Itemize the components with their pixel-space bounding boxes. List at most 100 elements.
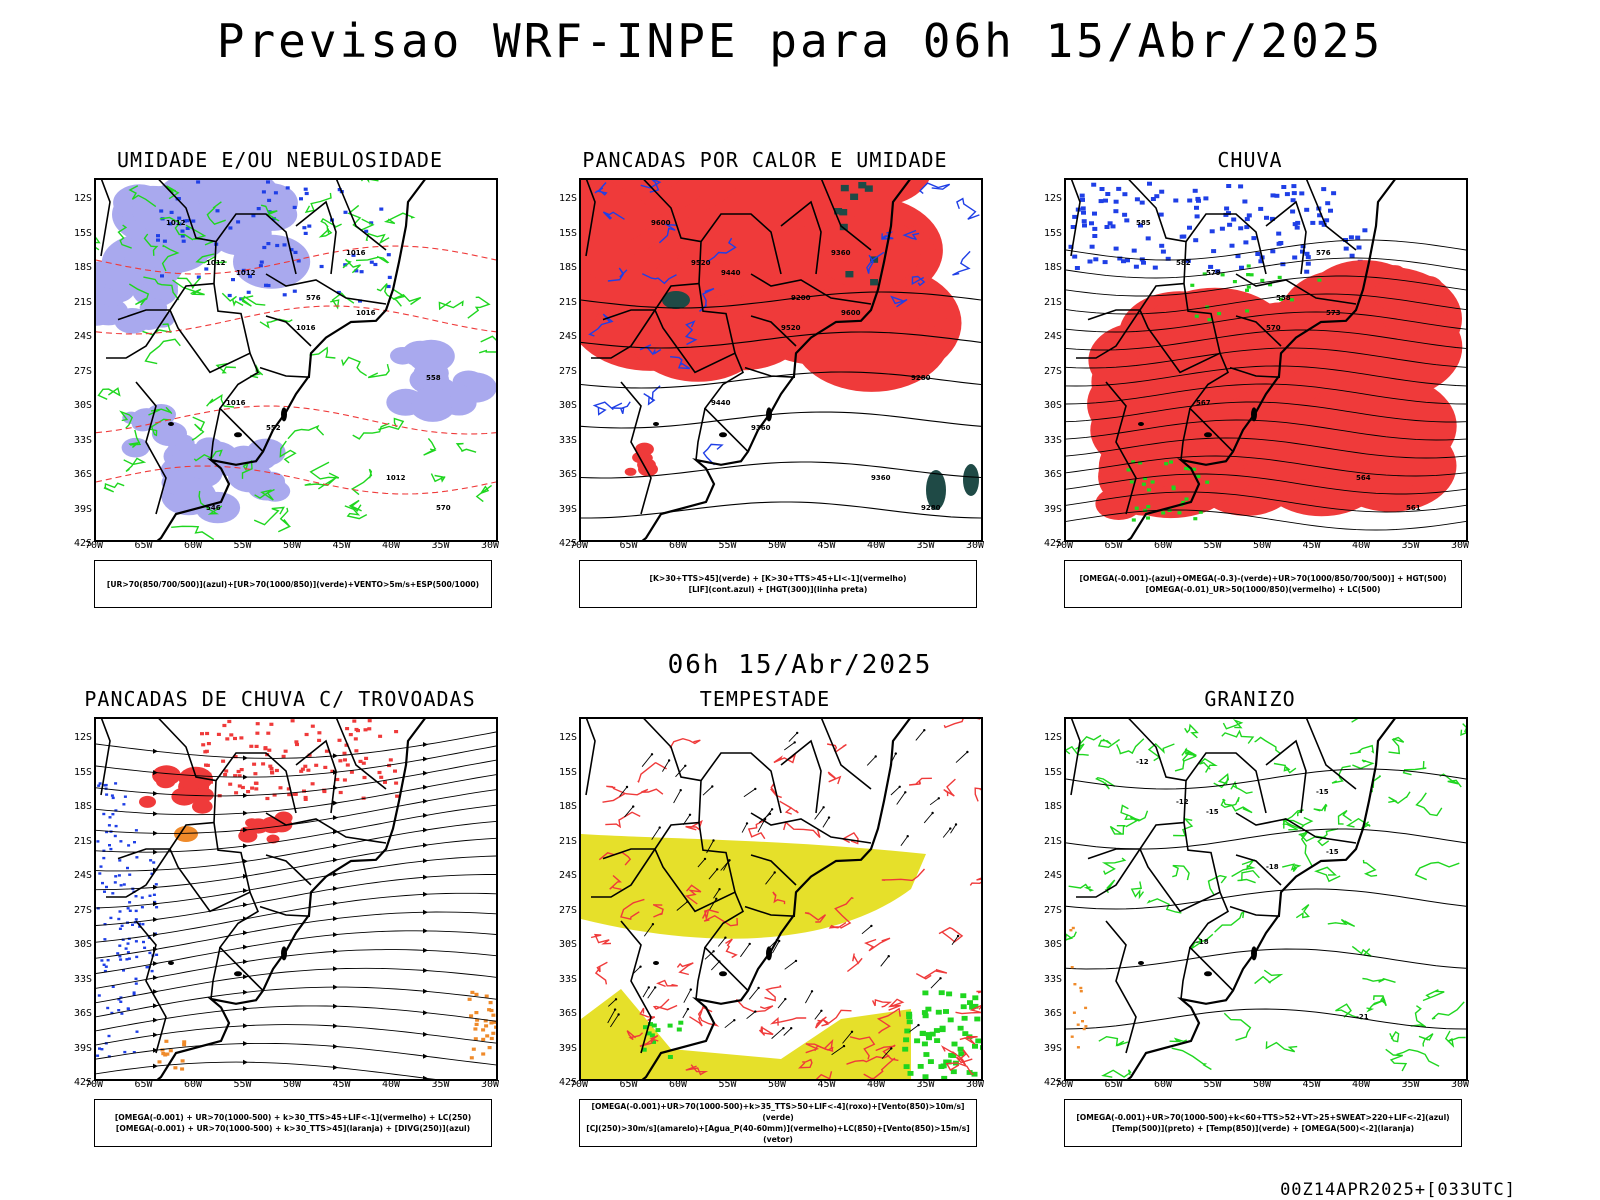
panel-legend: [OMEGA(-0.001)-(azul)+OMEGA(-0.3)-(verde… [1064,560,1462,608]
contour-label: -15 [1326,848,1339,856]
legend-line: [OMEGA(-0.01)_UR>50(1000/850)(vermelho) … [1145,585,1381,594]
map-area: 585 582 579 576 573 570 567 564 561 558 [1064,178,1468,542]
lon-tick-label: 55W [1203,540,1222,551]
contour-label: 9440 [711,399,731,407]
lon-tick-label: 50W [1252,540,1272,551]
run-timestamp: 00Z14APR2025+[033UTC] [1280,1180,1516,1200]
lat-tick-label: 30S [73,939,92,950]
panel-legend: [UR>70(850/700/500)](azul)+[UR>70(1000/8… [94,560,492,608]
lat-tick-label: 42S [73,538,92,549]
contour-label: 1012 [386,474,406,482]
lon-tick-label: 35W [1401,540,1420,551]
legend-line: [Temp(500)](preto) + [Temp(850)](verde) … [1111,1124,1415,1133]
legend-line: [OMEGA(-0.001)+UR>70(1000-500)+k<60+TTS>… [1076,1113,1450,1122]
lon-tick-label: 30W [965,540,985,551]
lat-tick-label: 39S [1043,1042,1062,1054]
lat-tick-label: 30S [1043,400,1062,411]
contour-label: 1016 [356,309,376,317]
lon-tick-label: 40W [381,540,401,551]
lat-tick-label: 24S [73,331,92,342]
lat-tick-label: 21S [73,296,92,308]
lat-tick-label: 27S [558,904,577,916]
contour-label: 1012 [166,219,186,227]
contour-label: 570 [436,504,451,512]
panel-title: GRANIZO [1204,687,1296,711]
contour-label: 9520 [781,324,801,332]
map-area: -12 -12 -15 -15 -15 -18 -18 -21 [1064,717,1468,1081]
contour-label: -21 [1356,1013,1369,1021]
lon-tick-label: 45W [817,1079,836,1090]
lat-tick-label: 36S [1043,1008,1062,1019]
lat-tick-label: 21S [1043,835,1062,847]
lon-tick-label: 70W [1054,540,1074,551]
lat-tick-label: 33S [1043,434,1062,446]
map-canvas: -12 -12 -15 -15 -15 -18 -18 -21 [1066,719,1466,1079]
lon-tick-label: 60W [183,1079,203,1090]
lat-tick-label: 42S [558,1077,577,1088]
lat-tick-label: 15S [73,227,92,239]
lat-tick-label: 18S [558,801,577,812]
map-canvas [96,719,496,1079]
lat-tick-label: 21S [73,835,92,847]
lon-tick-label: 40W [1351,540,1371,551]
contour-label: 9360 [831,249,851,257]
map-canvas: 585 582 579 576 573 570 567 564 561 558 [1066,180,1466,540]
contour-label: 9440 [721,269,741,277]
legend-line: [OMEGA(-0.001) + UR>70(1000-500) + k>30_… [114,1113,472,1122]
lon-tick-label: 60W [668,540,688,551]
contour-label: 1016 [346,249,366,257]
contour-label: -18 [1196,938,1209,946]
lat-tick-label: 36S [73,1008,92,1019]
lat-tick-label: 39S [73,1042,92,1054]
lat-tick-label: 15S [558,766,577,778]
lon-tick-label: 60W [668,1079,688,1090]
map-panel-trovoadas: PANCADAS DE CHUVA C/ TROVOADAS 12S 15S 18S 2… [60,687,500,1157]
panel-legend: [OMEGA(-0.001)+UR>70(1000-500)+k>35_TTS>… [579,1099,977,1147]
lat-tick-label: 39S [558,503,577,515]
lon-tick-label: 45W [332,540,351,551]
lon-tick-label: 30W [1450,1079,1470,1090]
lon-tick-label: 50W [282,1079,302,1090]
lat-tick-label: 33S [73,434,92,446]
lon-tick-label: 40W [866,540,886,551]
lon-tick-label: 35W [1401,1079,1420,1090]
lon-tick-label: 40W [1351,1079,1371,1090]
lat-tick-label: 36S [73,469,92,480]
contour-label: 9600 [841,309,861,317]
lat-tick-label: 15S [73,766,92,778]
lat-tick-label: 15S [558,227,577,239]
map-canvas: 1012 1012 1012 1016 1016 1016 1016 1012 570 576 55… [96,180,496,540]
contour-label: 558 [426,374,441,382]
lat-tick-label: 18S [1043,262,1062,273]
lat-tick-label: 33S [1043,973,1062,985]
map-area [579,717,983,1081]
panel-title: PANCADAS POR CALOR E UMIDADE [582,148,948,172]
contour-label: 1012 [236,269,256,277]
lat-tick-label: 42S [558,538,577,549]
lat-tick-label: 21S [1043,296,1062,308]
lon-tick-label: 45W [332,1079,351,1090]
contour-label: 552 [266,424,281,432]
lat-tick-label: 12S [558,193,577,204]
lon-tick-label: 30W [480,1079,500,1090]
legend-line: [OMEGA(-0.001)-(azul)+OMEGA(-0.3)-(verde… [1079,574,1447,583]
map-panel-granizo: GRANIZO -12 -12 -15 -15 -15 -18 -18 -21 12S 15S 18S… [1030,687,1470,1157]
lat-tick-label: 33S [558,973,577,985]
lat-tick-label: 33S [558,434,577,446]
lon-tick-label: 35W [431,1079,450,1090]
contour-label: 585 [1136,219,1151,227]
lon-tick-label: 65W [1104,1079,1123,1090]
lat-tick-label: 30S [558,400,577,411]
lon-tick-label: 70W [569,1079,589,1090]
lon-tick-label: 35W [916,1079,935,1090]
lon-tick-label: 65W [134,540,153,551]
panel-title: TEMPESTADE [699,687,831,711]
lon-tick-label: 65W [1104,540,1123,551]
panel-title: CHUVA [1217,148,1283,172]
legend-line: [CJ(250)>30m/s](amarelo)+[Agua_P(40-60mm… [586,1124,970,1144]
lon-tick-label: 50W [767,1079,787,1090]
lon-tick-label: 65W [619,540,638,551]
panel-legend: [OMEGA(-0.001) + UR>70(1000-500) + k>30_… [94,1099,492,1147]
lat-tick-label: 24S [73,870,92,881]
lon-tick-label: 35W [916,540,935,551]
